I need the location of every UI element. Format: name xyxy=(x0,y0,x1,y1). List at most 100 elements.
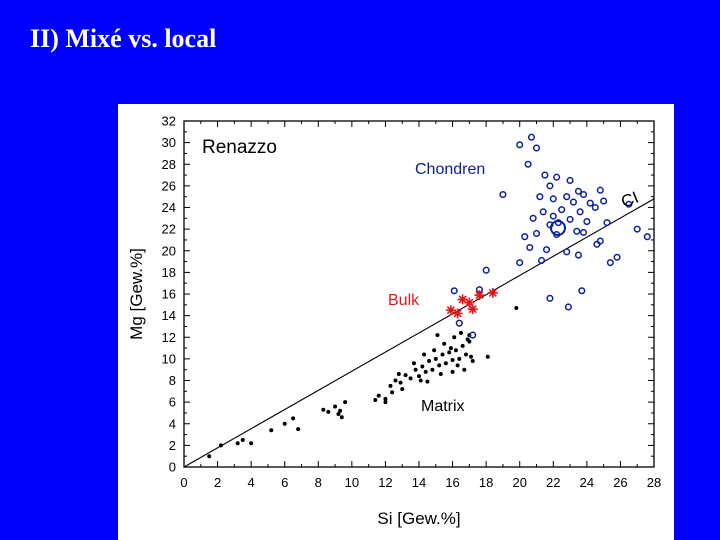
matrix-point xyxy=(207,454,212,459)
y-tick-label: 0 xyxy=(169,460,176,475)
y-tick-label: 20 xyxy=(162,243,176,258)
y-tick-label: 4 xyxy=(169,416,176,431)
x-tick-label: 8 xyxy=(315,475,322,490)
bulk-series xyxy=(445,287,498,319)
chondren-point xyxy=(600,197,608,205)
y-tick-label: 2 xyxy=(169,438,176,453)
matrix-point xyxy=(430,367,435,372)
chondren-point xyxy=(643,233,651,241)
y-tick-label: 12 xyxy=(162,330,176,345)
matrix-point xyxy=(438,372,443,377)
chondren-point xyxy=(576,208,584,216)
x-tick-label: 16 xyxy=(445,475,459,490)
matrix-point xyxy=(470,359,475,364)
x-tick-label: 26 xyxy=(613,475,627,490)
chondren-point xyxy=(482,266,490,274)
matrix-point xyxy=(447,350,452,355)
scatter-chart: 0 2 4 6 8 10 12 14 16 18 20 22 24 26 28024681012141618… xyxy=(127,114,661,529)
y-axis-title: Mg [Gew.%] xyxy=(127,248,146,340)
matrix-point xyxy=(218,443,223,448)
label-bulk: Bulk xyxy=(388,292,420,309)
chondren-point xyxy=(532,144,541,152)
matrix-point xyxy=(396,372,401,377)
matrix-point xyxy=(425,379,430,384)
matrix-point xyxy=(450,357,455,362)
matrix-point xyxy=(420,364,425,369)
chondren-point xyxy=(578,287,586,295)
chondren-point xyxy=(579,190,588,199)
matrix-point xyxy=(240,437,245,442)
y-tick-label: 24 xyxy=(162,200,176,215)
chondren-point xyxy=(549,212,557,220)
chondren-point xyxy=(529,214,537,222)
chondren-point xyxy=(606,259,614,267)
chondren-point xyxy=(546,294,554,302)
label-ci: CI xyxy=(618,188,641,212)
y-tick-label: 14 xyxy=(162,308,176,323)
matrix-point xyxy=(440,352,445,357)
matrix-point xyxy=(333,404,338,409)
y-tick-label: 10 xyxy=(162,351,176,366)
matrix-point xyxy=(291,416,296,421)
matrix-point xyxy=(326,409,331,414)
chondren-point xyxy=(573,227,581,235)
matrix-point xyxy=(336,412,341,417)
matrix-point xyxy=(464,352,468,357)
matrix-point xyxy=(514,306,519,311)
chondren-point xyxy=(574,251,583,259)
matrix-point xyxy=(413,367,418,372)
matrix-point xyxy=(269,428,274,433)
bulk-point xyxy=(467,304,478,315)
matrix-point xyxy=(437,363,442,368)
x-axis-title: Si [Gew.%] xyxy=(377,509,460,528)
chondren-point xyxy=(549,195,557,203)
y-tick-label: 30 xyxy=(162,135,176,150)
chondren-point xyxy=(625,200,633,208)
matrix-point xyxy=(443,361,448,366)
chondren-point xyxy=(521,233,529,241)
chondren-point xyxy=(524,160,532,168)
y-tick-label: 32 xyxy=(162,114,176,129)
x-tick-label: 20 xyxy=(512,475,526,490)
matrix-point xyxy=(390,390,395,395)
bulk-point xyxy=(487,287,498,298)
matrix-point xyxy=(417,374,421,379)
matrix-point xyxy=(383,400,388,405)
matrix-point xyxy=(485,354,490,359)
matrix-point xyxy=(455,363,460,368)
chondren-point xyxy=(591,203,599,212)
chondren-point xyxy=(516,141,524,149)
chondren-point xyxy=(516,259,524,267)
chondren-point xyxy=(526,243,534,252)
matrix-point xyxy=(448,346,453,351)
matrix-series xyxy=(207,306,519,459)
chondren-point xyxy=(574,187,583,195)
matrix-point xyxy=(339,415,344,420)
matrix-point xyxy=(400,387,405,392)
matrix-point xyxy=(433,356,438,361)
chondren-point xyxy=(539,208,547,216)
bulk-point xyxy=(457,294,468,305)
y-tick-label: 26 xyxy=(162,178,176,193)
x-tick-label: 10 xyxy=(345,475,359,490)
matrix-point xyxy=(435,333,440,338)
chondren-point xyxy=(613,253,621,261)
chondren-mean-marker xyxy=(550,220,566,236)
matrix-point xyxy=(418,378,423,383)
matrix-point xyxy=(235,441,240,446)
chondren-point xyxy=(563,193,571,201)
bulk-point xyxy=(452,308,463,319)
ci-reference-line xyxy=(183,198,655,468)
matrix-point xyxy=(460,343,465,348)
y-tick-label: 6 xyxy=(169,395,176,410)
x-tick-label: 2 xyxy=(214,475,221,490)
x-tick-label: 6 xyxy=(281,475,288,490)
matrix-point xyxy=(427,359,432,364)
chondren-point xyxy=(546,182,554,190)
label-chondren: Chondren xyxy=(415,161,485,178)
chondren-point xyxy=(569,198,577,206)
chondren-point xyxy=(537,256,546,265)
matrix-point xyxy=(450,369,455,374)
x-tick-label: 18 xyxy=(479,475,493,490)
matrix-point xyxy=(321,407,326,412)
